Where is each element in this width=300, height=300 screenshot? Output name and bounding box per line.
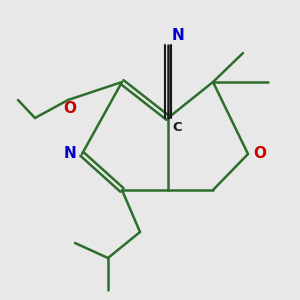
Text: C: C bbox=[172, 121, 182, 134]
Text: N: N bbox=[172, 28, 184, 44]
Text: O: O bbox=[254, 146, 266, 161]
Text: O: O bbox=[63, 101, 76, 116]
Text: N: N bbox=[63, 146, 76, 161]
